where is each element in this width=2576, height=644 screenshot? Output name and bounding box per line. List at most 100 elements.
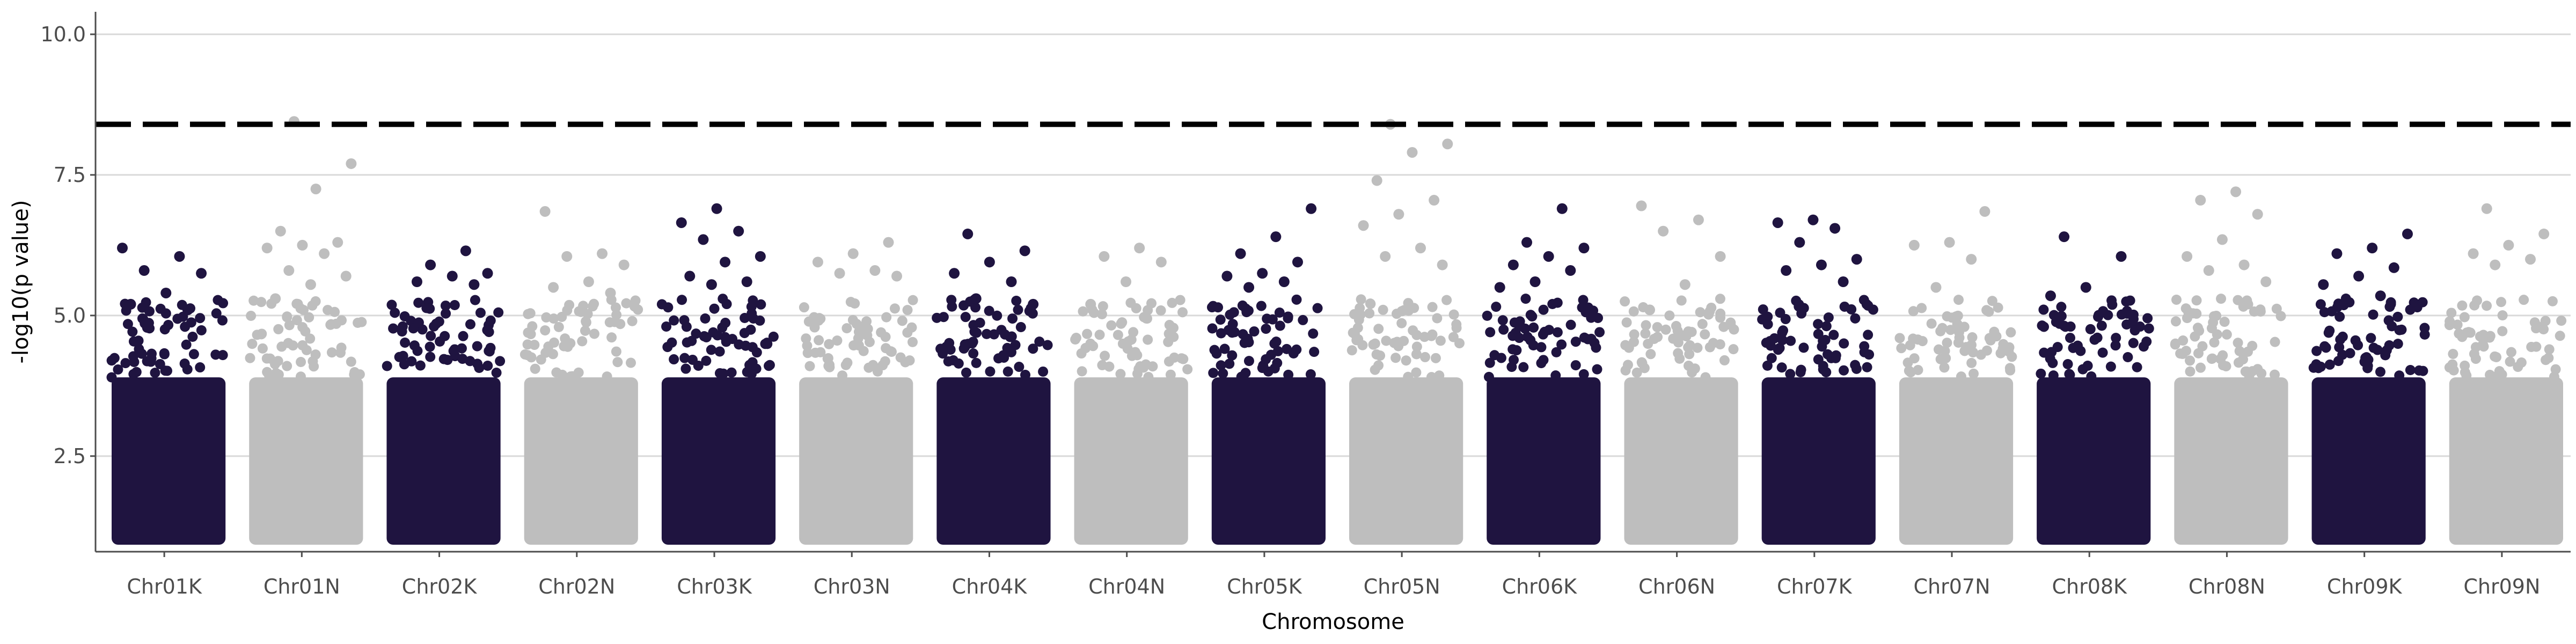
data-point <box>946 295 957 305</box>
data-point <box>1984 306 1994 317</box>
data-point <box>1565 319 1576 330</box>
x-tick-label: Chr01K <box>127 575 202 598</box>
data-point <box>541 312 552 323</box>
data-point <box>2241 366 2252 377</box>
data-point <box>2111 333 2121 343</box>
peak-point-chr07k <box>1851 254 1862 265</box>
data-point <box>1309 347 1320 357</box>
data-point <box>841 323 852 334</box>
peak-point-chr09n <box>2538 228 2550 239</box>
data-point <box>880 356 890 367</box>
peak-point-chr03k <box>733 225 744 237</box>
data-point <box>399 311 410 321</box>
peak-point-chr02n <box>618 259 630 270</box>
data-point <box>2460 367 2470 378</box>
peak-point-chr08n <box>2216 234 2228 245</box>
data-point <box>1411 349 1422 360</box>
data-point <box>1163 356 1174 367</box>
peak-point-chr05k <box>1221 270 1233 282</box>
data-point <box>2405 364 2416 375</box>
peak-point-chr04k <box>970 293 982 304</box>
data-point <box>1080 343 1091 354</box>
data-point <box>144 306 155 317</box>
data-point <box>1862 362 1872 372</box>
data-point <box>1578 295 1589 305</box>
data-point <box>426 331 436 341</box>
data-point <box>2064 369 2075 379</box>
peak-point-chr06k <box>1556 203 1568 214</box>
data-point <box>862 324 873 334</box>
data-point <box>2170 316 2181 327</box>
peak-point-chr03n <box>883 237 894 248</box>
data-point <box>2038 304 2049 315</box>
data-point <box>2129 325 2140 336</box>
data-point <box>150 368 160 378</box>
peak-point-chr06n <box>1715 251 1726 262</box>
data-point <box>1305 369 1316 379</box>
data-point <box>1697 319 1708 330</box>
data-point <box>2529 317 2540 328</box>
data-point <box>1715 294 1725 304</box>
data-point <box>1671 321 1681 332</box>
data-point <box>1780 314 1791 325</box>
x-tick-label: Chr01N <box>264 575 340 598</box>
data-point <box>968 348 979 359</box>
data-point <box>1823 312 1834 323</box>
data-point <box>449 299 460 310</box>
data-point <box>1498 324 1509 335</box>
peak-point-chr05k <box>1257 268 1268 279</box>
data-point <box>1839 365 1849 376</box>
peak-point-chr06k <box>1578 243 1590 254</box>
peak-point-chr01k <box>160 287 172 298</box>
data-point <box>989 329 999 340</box>
x-tick-label: Chr02K <box>402 575 478 598</box>
data-point <box>880 332 891 342</box>
peak-point-chr07n <box>1908 239 1920 251</box>
data-point <box>1430 353 1441 363</box>
peak-point-chr07k <box>1838 276 1849 287</box>
data-point <box>1945 325 1956 335</box>
data-point <box>1146 298 1157 309</box>
data-point <box>2308 362 2319 373</box>
data-point <box>1396 318 1407 328</box>
point-cloud-chr03n <box>799 377 913 545</box>
data-point <box>2075 346 2086 356</box>
peak-point-chr07k <box>1829 223 1841 234</box>
peak-point-chr04k <box>962 228 974 239</box>
data-point <box>1942 338 1952 348</box>
data-point <box>1689 363 1700 374</box>
data-point <box>1271 336 1282 347</box>
data-point <box>669 315 679 326</box>
data-point <box>1163 336 1174 347</box>
peak-point-chr05n <box>1437 259 1448 270</box>
data-point <box>211 308 222 319</box>
data-point <box>814 335 824 346</box>
data-point <box>751 347 762 358</box>
peak-point-chr02n <box>583 276 594 287</box>
data-point <box>210 349 221 360</box>
y-axis-ticks: 2.5 5.0 7.5 10.0 <box>40 23 96 468</box>
data-point <box>1391 353 1401 363</box>
peak-point-chr08n <box>2203 265 2214 276</box>
data-point <box>1097 360 1108 370</box>
data-point <box>610 302 621 313</box>
data-point <box>589 328 599 339</box>
data-point <box>2547 296 2558 306</box>
data-point <box>764 360 775 370</box>
data-point <box>305 333 316 344</box>
data-point <box>953 358 964 369</box>
data-point <box>1728 344 1739 355</box>
data-point <box>1966 340 1977 350</box>
peak-point-chr02k <box>447 270 458 282</box>
data-point <box>2132 362 2142 372</box>
data-point <box>2086 371 2097 382</box>
data-point <box>1620 296 1630 307</box>
data-point <box>2324 325 2335 336</box>
data-point <box>1263 366 1274 377</box>
data-point <box>346 356 356 367</box>
data-point <box>1550 370 1561 381</box>
data-point <box>1968 368 1979 379</box>
data-point <box>335 347 346 358</box>
data-point <box>1211 348 1222 359</box>
data-point <box>470 295 480 305</box>
